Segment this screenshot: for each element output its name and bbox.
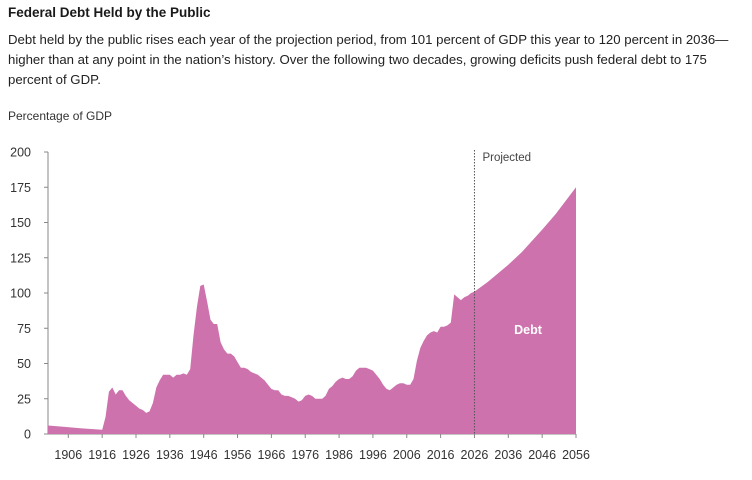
y-tick-label: 200	[10, 146, 31, 160]
x-tick-label: 1926	[122, 448, 150, 462]
x-tick-label: 1946	[190, 448, 218, 462]
debt-area	[48, 187, 576, 434]
chart-subtitle: Debt held by the public rises each year …	[8, 32, 729, 87]
x-tick-label: 1966	[257, 448, 285, 462]
y-tick-label: 150	[10, 216, 31, 230]
x-tick-label: 1906	[54, 448, 82, 462]
y-tick-label: 50	[17, 357, 31, 371]
x-tick-label: 1916	[88, 448, 116, 462]
y-tick-label: 0	[24, 428, 31, 442]
x-axis: 1906 1916 1926 1936 1946 1956 1966 1976 1986 1996…	[48, 433, 590, 462]
x-tick-label: 2026	[461, 448, 489, 462]
y-tick-label: 75	[17, 322, 31, 336]
y-axis: 0 25 50 75 100 125 150 175 200	[10, 146, 49, 442]
x-tick-label: 2036	[494, 448, 522, 462]
x-tick-label: 1986	[325, 448, 353, 462]
x-tick-label: 2006	[393, 448, 421, 462]
chart-title: Federal Debt Held by the Public	[8, 5, 211, 20]
projected-label: Projected	[482, 152, 531, 164]
y-tick-label: 100	[10, 287, 31, 301]
y-tick-label: 175	[10, 181, 31, 195]
x-tick-label: 2016	[427, 448, 455, 462]
x-tick-label: 1996	[359, 448, 387, 462]
debt-series-label: Debt	[514, 323, 543, 337]
x-tick-label: 2056	[562, 448, 590, 462]
x-tick-label: 1976	[291, 448, 319, 462]
y-tick-label: 25	[17, 392, 31, 406]
y-tick-label: 125	[10, 251, 31, 265]
y-axis-label: Percentage of GDP	[8, 109, 113, 123]
x-tick-label: 1956	[224, 448, 252, 462]
x-tick-label: 2046	[528, 448, 556, 462]
x-tick-label: 1936	[156, 448, 184, 462]
